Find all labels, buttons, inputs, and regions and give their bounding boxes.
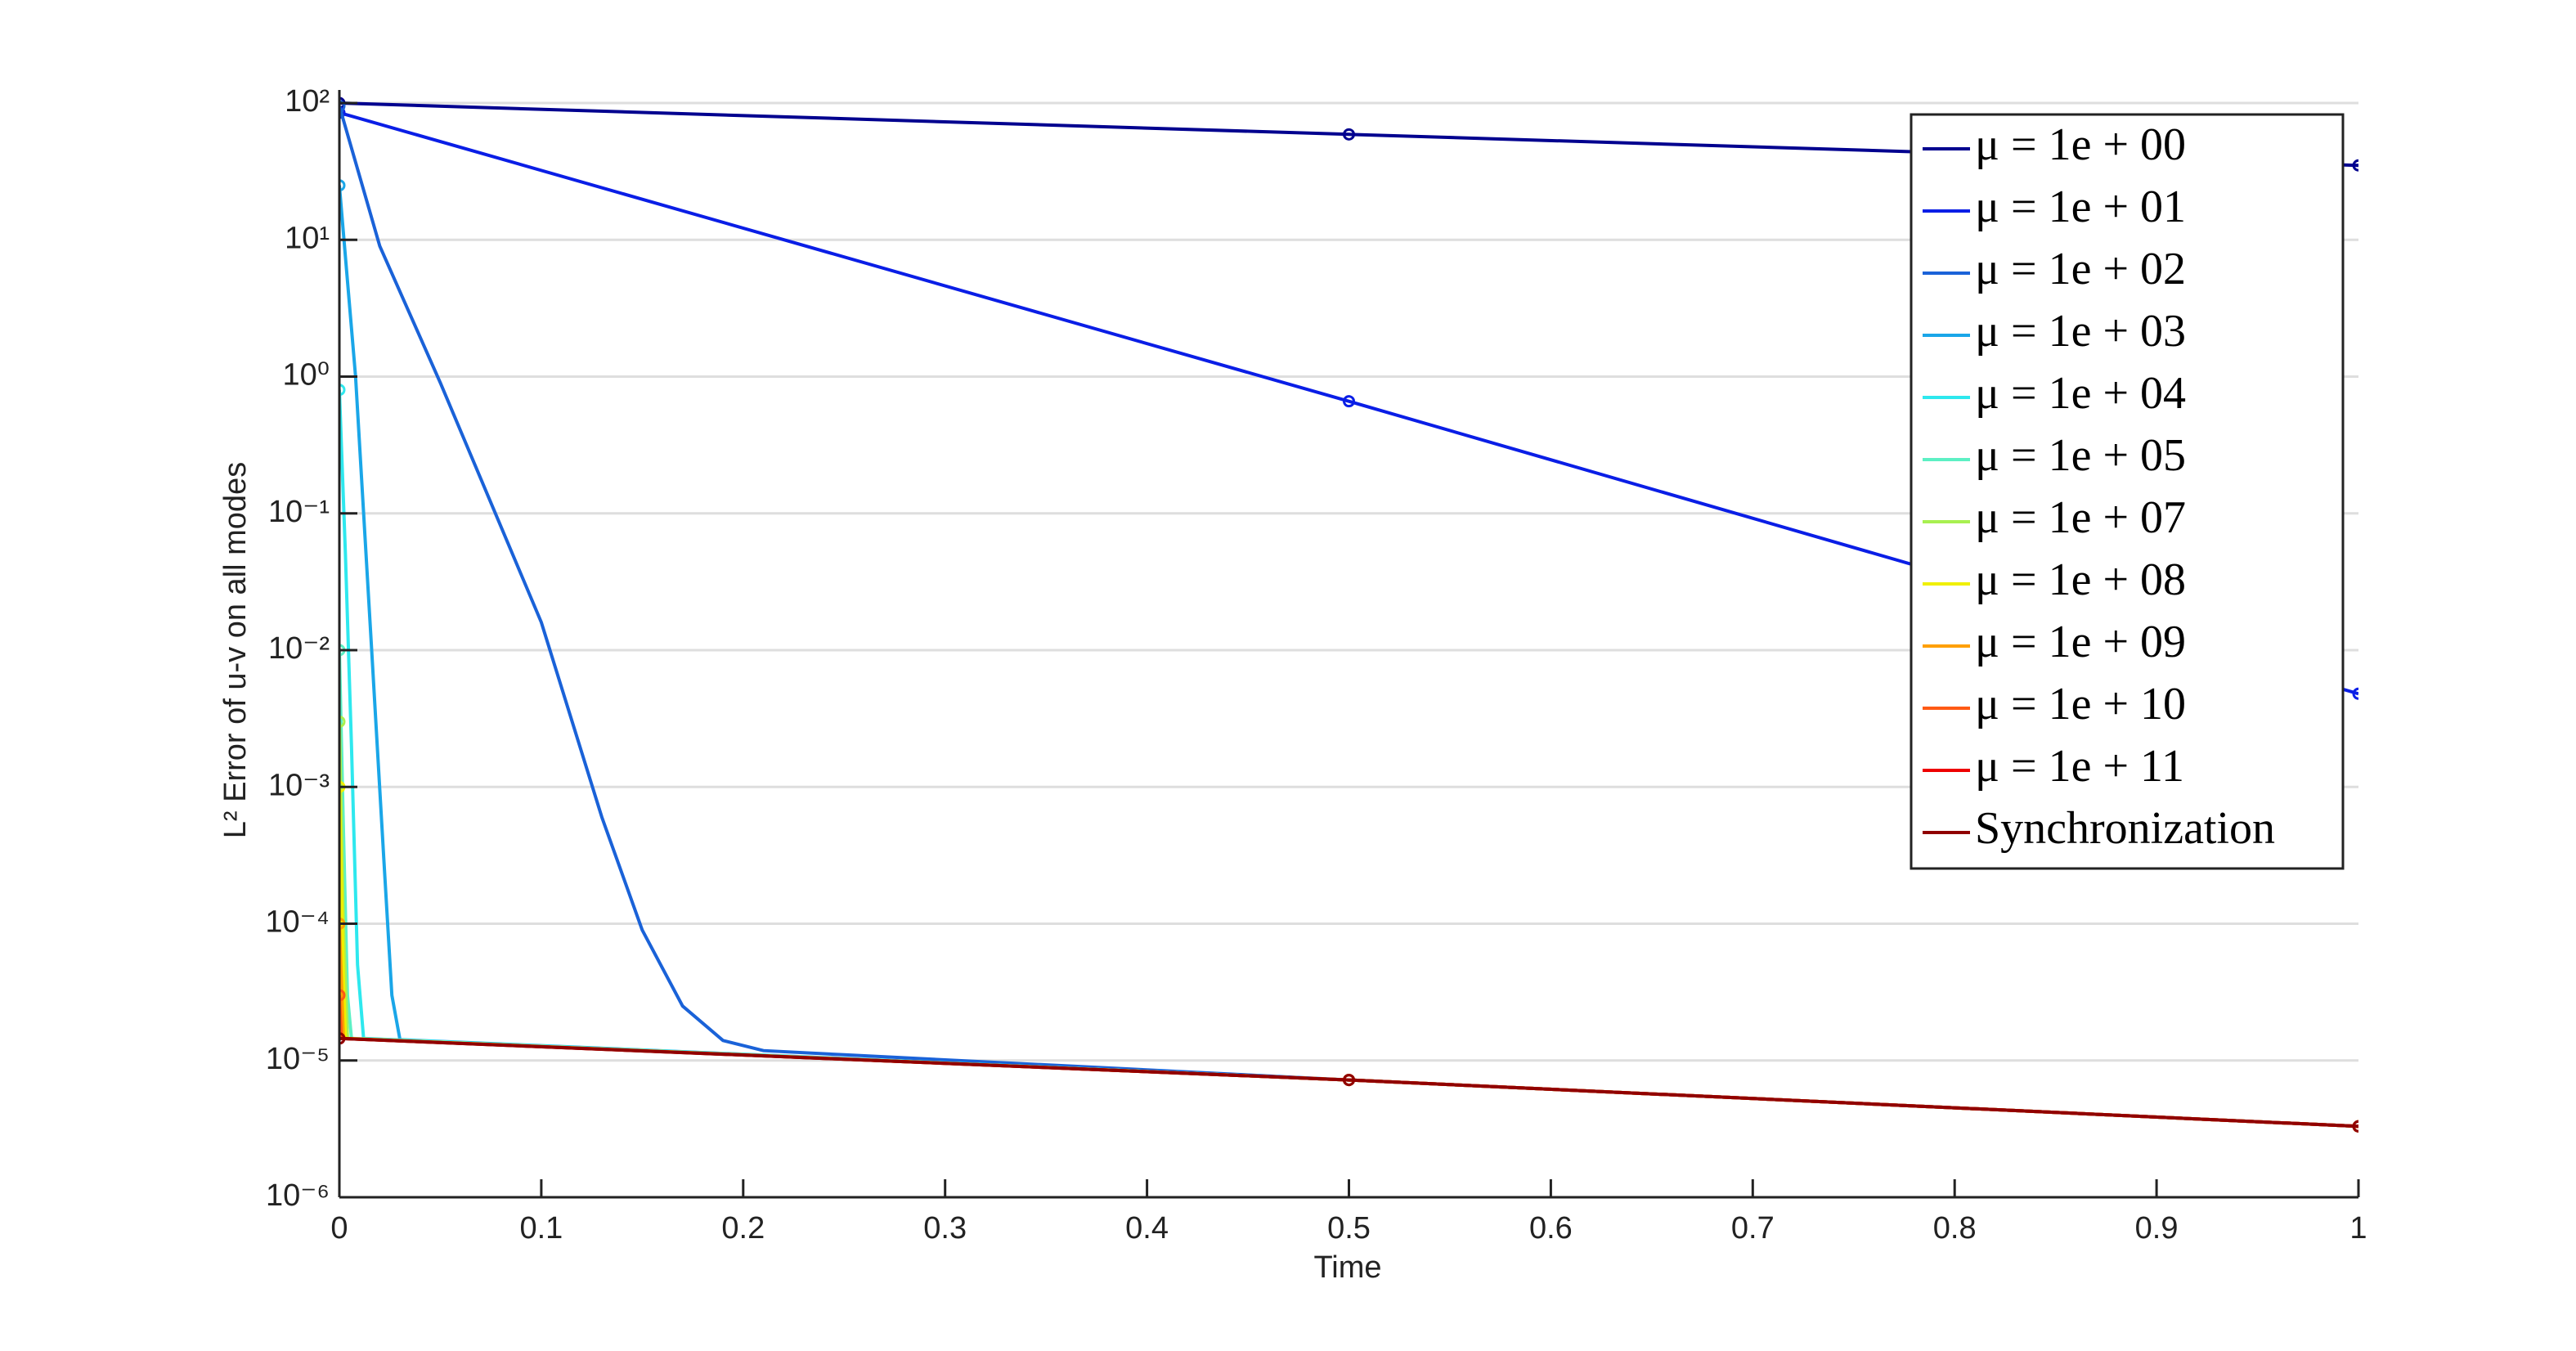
- legend-box: [1910, 113, 2345, 870]
- legend-label: μ = 1e + 03: [1975, 306, 2186, 357]
- axes: 10⁻⁶ 10⁻⁵ 10⁻⁴ 10⁻³ 10⁻² 10⁻¹ 10⁰ 10¹ 10² 0 0.1 0.2…: [265, 84, 2367, 1246]
- x-tick-label: 0.4: [1125, 1211, 1169, 1246]
- legend: μ = 1e + 00 μ = 1e + 01 μ = 1e + 02 μ = 1e …: [1910, 113, 2345, 870]
- point-marker: [1343, 1074, 1355, 1087]
- x-tick-label: 0: [330, 1211, 348, 1246]
- x-tick-label: 0.3: [923, 1211, 967, 1246]
- point-marker: [339, 989, 346, 1002]
- y-tick-label: 10⁻⁶: [266, 1178, 330, 1213]
- y-tick-label: 10⁻³: [268, 768, 330, 802]
- x-tick-label: 0.6: [1529, 1211, 1573, 1246]
- x-tick-label: 1: [2349, 1211, 2367, 1246]
- y-tick-label: 10⁰: [282, 358, 330, 393]
- legend-label: μ = 1e + 09: [1975, 617, 2186, 667]
- series-line: [339, 923, 2358, 1129]
- y-axis-label: L² Error of u-v on all modes: [218, 462, 253, 838]
- legend-label: μ = 1e + 00: [1975, 119, 2186, 170]
- legend-label: μ = 1e + 05: [1975, 430, 2186, 481]
- legend-label: μ = 1e + 08: [1975, 554, 2186, 605]
- point-marker: [339, 715, 346, 728]
- x-tick-label: 0.1: [519, 1211, 563, 1246]
- grid: [339, 101, 2358, 1199]
- x-tick-label: 0.5: [1327, 1211, 1371, 1246]
- x-tick-label: 0.8: [1933, 1211, 1977, 1246]
- y-tick-label: 10¹: [285, 221, 330, 255]
- legend-label: Synchronization: [1975, 803, 2275, 854]
- point-marker: [1343, 128, 1355, 141]
- y-tick-label: 10²: [285, 84, 330, 119]
- x-tick-label: 0.9: [2135, 1211, 2179, 1246]
- legend-label: μ = 1e + 01: [1975, 182, 2186, 232]
- point-marker: [2352, 1120, 2358, 1133]
- point-marker: [339, 179, 346, 192]
- legend-label: μ = 1e + 07: [1975, 492, 2186, 543]
- point-marker: [339, 384, 346, 397]
- legend-label: μ = 1e + 04: [1975, 368, 2186, 419]
- y-tick-label: 10⁻⁴: [265, 905, 330, 940]
- point-marker: [339, 106, 346, 119]
- y-tick-label: 10⁻¹: [268, 495, 330, 529]
- x-axis-label: Time: [1313, 1250, 1381, 1285]
- point-marker: [339, 1032, 346, 1045]
- point-marker: [1343, 395, 1355, 408]
- series-line: [339, 1036, 2358, 1129]
- x-tick-label: 0.7: [1731, 1211, 1775, 1246]
- legend-label: μ = 1e + 02: [1975, 244, 2186, 294]
- legend-label: μ = 1e + 11: [1975, 741, 2184, 792]
- point-marker: [339, 100, 346, 113]
- y-tick-label: 10⁻⁵: [266, 1042, 330, 1076]
- point-marker: [2352, 687, 2358, 700]
- legend-label: μ = 1e + 10: [1975, 679, 2186, 729]
- y-tick-label: 10⁻²: [268, 631, 330, 666]
- x-tick-label: 0.2: [721, 1211, 765, 1246]
- point-marker: [2352, 159, 2358, 172]
- series-line: [339, 105, 2358, 1129]
